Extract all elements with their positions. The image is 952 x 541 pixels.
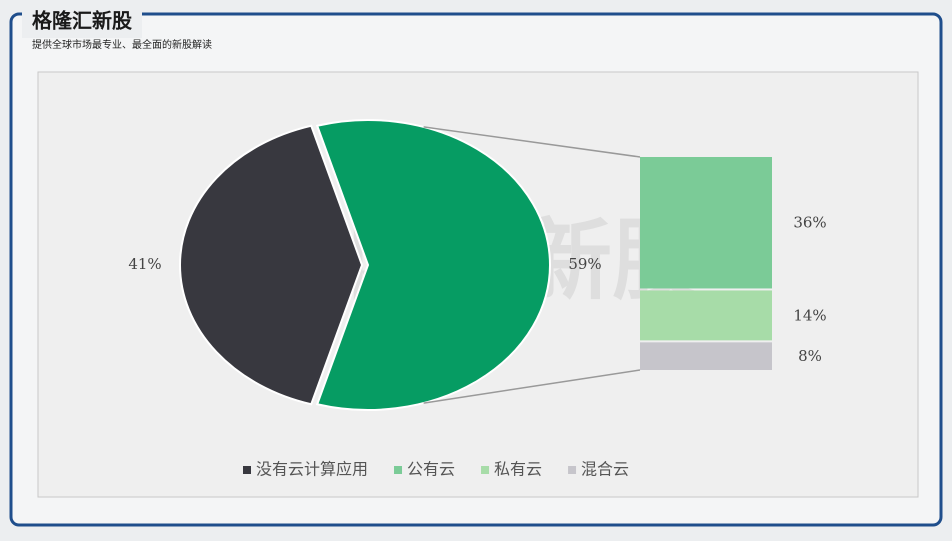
header-title: 格隆汇新股 xyxy=(32,9,132,33)
legend-label: 公有云 xyxy=(407,460,455,479)
legend-marker xyxy=(568,466,577,474)
header-subtitle: 提供全球市场最专业、最全面的新股解读 xyxy=(32,38,212,51)
legend-marker xyxy=(481,466,490,474)
bar-label: 36% xyxy=(793,214,826,232)
bar-label: 14% xyxy=(793,306,826,324)
bar-segment xyxy=(640,342,772,370)
connector xyxy=(423,126,641,158)
pie-slice xyxy=(178,124,364,406)
chart: 41% 59% 36% 14% 8% 没有云计算应用 公有云 私有云 混合云 xyxy=(128,119,827,479)
pie-label: 41% xyxy=(128,255,161,273)
bar-segment xyxy=(640,157,772,289)
pie-slice xyxy=(315,119,551,411)
connector xyxy=(423,369,641,404)
bar-label: 8% xyxy=(798,347,822,365)
legend-label: 没有云计算应用 xyxy=(256,460,368,479)
legend-label: 私有云 xyxy=(494,460,542,479)
bar-segment xyxy=(640,290,772,341)
legend-marker xyxy=(394,466,403,474)
legend-label: 混合云 xyxy=(581,460,629,479)
header-backdrop xyxy=(22,8,142,38)
pie-label: 59% xyxy=(568,255,601,273)
legend-marker xyxy=(243,466,251,474)
